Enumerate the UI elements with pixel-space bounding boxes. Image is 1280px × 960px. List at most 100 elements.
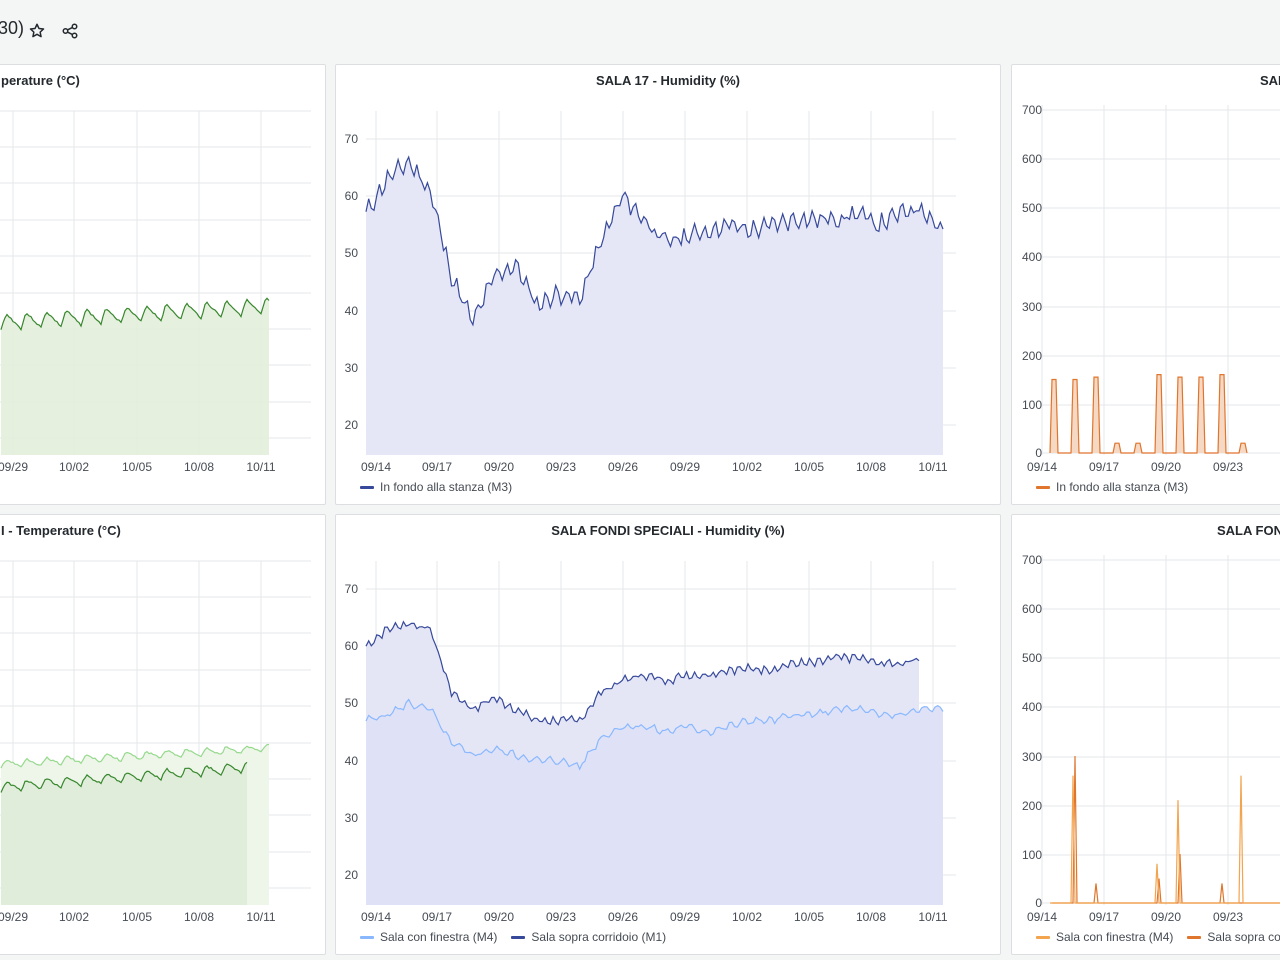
y-tick-label: 30 [345, 811, 359, 825]
x-tick-label: 09/14 [361, 460, 391, 474]
y-tick-label: 50 [345, 696, 359, 710]
x-tick-label: 09/29 [670, 910, 700, 924]
y-tick-label: 600 [1022, 152, 1042, 166]
humidity-chart-sala17: 70 60 50 40 30 20 09/14 09/17 09/20 09/23 09/26 09… [336, 65, 1001, 505]
panel-sala-co2-bottom[interactable]: SALA FON 700 600 500 400 300 200 100 0 09/14 09/… [1011, 514, 1280, 955]
y-tick-label: 300 [1022, 750, 1042, 764]
x-tick-label: 09/29 [0, 910, 28, 924]
y-tick-label: 50 [345, 246, 359, 260]
x-tick-label: 09/29 [0, 460, 28, 474]
y-tick-label: 200 [1022, 349, 1042, 363]
y-tick-label: 700 [1022, 103, 1042, 117]
x-tick-label: 09/20 [484, 460, 514, 474]
legend-label: In fondo alla stanza (M3) [1056, 480, 1188, 494]
legend-swatch [1036, 936, 1050, 939]
x-tick-label: 09/26 [608, 910, 638, 924]
temperature-chart-top: 09/29 10/02 10/05 10/08 10/11 [0, 65, 326, 505]
x-tick-label: 09/23 [1213, 460, 1243, 474]
humidity-chart-fondi: 70 60 50 40 30 20 09/14 09/17 09/20 09/23 09/26 09… [336, 515, 1001, 955]
x-tick-label: 10/08 [856, 460, 886, 474]
co2-chart-bottom: 700 600 500 400 300 200 100 0 09/14 09/17 09/20 09… [1012, 515, 1280, 955]
y-tick-label: 60 [345, 189, 359, 203]
share-icon[interactable] [59, 20, 81, 42]
series-area [366, 157, 943, 455]
x-tick-label: 09/17 [1089, 910, 1119, 924]
panel-temperature-top[interactable]: perature (°C) 09/29 10/02 10/05 10/08 10/11 [0, 64, 326, 505]
legend-item[interactable]: In fondo alla stanza (M3) [360, 480, 512, 494]
chart-legend: In fondo alla stanza (M3) [360, 480, 512, 494]
legend-swatch [360, 936, 374, 939]
star-icon[interactable] [26, 20, 48, 42]
x-tick-label: 10/02 [59, 460, 89, 474]
x-tick-label: 10/08 [856, 910, 886, 924]
chart-legend: Sala con finestra (M4) Sala sopra co [1036, 930, 1280, 944]
legend-swatch [511, 936, 525, 939]
x-tick-label: 09/26 [608, 460, 638, 474]
dashboard-header: 30) [0, 0, 1280, 62]
chart-legend: Sala con finestra (M4) Sala sopra corrid… [360, 930, 666, 944]
x-tick-label: 09/29 [670, 460, 700, 474]
legend-swatch [1187, 936, 1201, 939]
y-tick-label: 500 [1022, 201, 1042, 215]
x-tick-label: 10/02 [59, 910, 89, 924]
dashboard-title[interactable]: 30) [0, 18, 24, 39]
legend-label: Sala sopra co [1207, 930, 1280, 944]
legend-item[interactable]: Sala con finestra (M4) [1036, 930, 1173, 944]
x-tick-label: 10/08 [184, 460, 214, 474]
legend-item[interactable]: In fondo alla stanza (M3) [1036, 480, 1188, 494]
y-tick-label: 70 [345, 132, 359, 146]
x-tick-label: 10/11 [918, 460, 947, 474]
y-tick-label: 200 [1022, 799, 1042, 813]
panel-sala17-humidity[interactable]: SALA 17 - Humidity (%) 70 60 50 40 30 20 09/1… [335, 64, 1001, 505]
y-tick-label: 70 [345, 582, 359, 596]
co2-chart-top: 700 600 500 400 300 200 100 0 09/14 09/17 09/20 09… [1012, 65, 1280, 505]
x-tick-label: 10/08 [184, 910, 214, 924]
panel-temperature-bottom[interactable]: I - Temperature (°C) 09/29 10/02 10/05 10/0… [0, 514, 326, 955]
y-tick-label: 0 [1035, 896, 1042, 910]
y-tick-label: 0 [1035, 446, 1042, 460]
y-tick-label: 40 [345, 304, 359, 318]
legend-label: Sala sopra corridoio (M1) [531, 930, 666, 944]
x-tick-label: 10/11 [246, 910, 275, 924]
x-tick-label: 10/05 [122, 460, 152, 474]
temperature-chart-bottom: 09/29 10/02 10/05 10/08 10/11 [0, 515, 326, 955]
y-tick-label: 40 [345, 754, 359, 768]
x-tick-label: 09/23 [1213, 910, 1243, 924]
panel-sala-co2-top[interactable]: SAL 700 600 500 400 300 200 100 0 09/14 09/17 09/… [1011, 64, 1280, 505]
legend-swatch [1036, 486, 1050, 489]
legend-item[interactable]: Sala con finestra (M4) [360, 930, 497, 944]
legend-label: In fondo alla stanza (M3) [380, 480, 512, 494]
x-tick-label: 10/11 [246, 460, 275, 474]
x-tick-label: 09/14 [1027, 910, 1057, 924]
x-tick-label: 09/20 [1151, 910, 1181, 924]
x-tick-label: 09/14 [361, 910, 391, 924]
legend-label: Sala con finestra (M4) [380, 930, 497, 944]
x-tick-label: 09/20 [484, 910, 514, 924]
y-tick-label: 400 [1022, 250, 1042, 264]
chart-legend: In fondo alla stanza (M3) [1036, 480, 1188, 494]
series-area [1050, 375, 1247, 453]
legend-item[interactable]: Sala sopra corridoio (M1) [511, 930, 666, 944]
y-tick-label: 600 [1022, 602, 1042, 616]
series-line-finestra [1050, 776, 1280, 903]
legend-swatch [360, 486, 374, 489]
legend-item[interactable]: Sala sopra co [1187, 930, 1280, 944]
x-tick-label: 10/05 [794, 460, 824, 474]
panel-fondi-speciali-humidity[interactable]: SALA FONDI SPECIALI - Humidity (%) 70 60 5… [335, 514, 1001, 955]
y-tick-label: 30 [345, 361, 359, 375]
y-tick-label: 60 [345, 639, 359, 653]
y-tick-label: 300 [1022, 300, 1042, 314]
series-area [1, 298, 269, 455]
x-tick-label: 09/23 [546, 910, 576, 924]
x-tick-label: 09/17 [1089, 460, 1119, 474]
y-tick-label: 400 [1022, 700, 1042, 714]
y-tick-label: 100 [1022, 398, 1042, 412]
y-tick-label: 700 [1022, 553, 1042, 567]
x-tick-label: 09/14 [1027, 460, 1057, 474]
series-line [1050, 375, 1247, 453]
x-tick-label: 09/17 [422, 460, 452, 474]
x-tick-label: 10/05 [122, 910, 152, 924]
x-tick-label: 10/11 [918, 910, 947, 924]
y-tick-label: 500 [1022, 651, 1042, 665]
x-tick-label: 09/23 [546, 460, 576, 474]
